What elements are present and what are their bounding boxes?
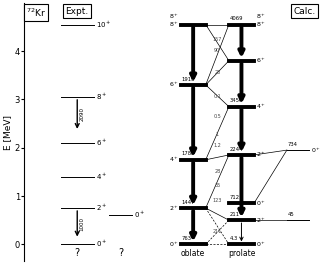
Text: 2$^+$: 2$^+$ — [256, 216, 266, 225]
Text: 1782: 1782 — [181, 151, 195, 156]
Text: 35: 35 — [214, 183, 220, 188]
Text: 763: 763 — [181, 236, 192, 241]
Text: 8$^+$: 8$^+$ — [169, 12, 179, 21]
Text: 123: 123 — [213, 198, 222, 203]
Text: 0$^+$: 0$^+$ — [311, 146, 321, 154]
Text: 6$^+$: 6$^+$ — [169, 81, 179, 89]
Text: 4$^+$: 4$^+$ — [256, 102, 266, 111]
Text: 734: 734 — [288, 142, 298, 147]
Text: 8$^+$: 8$^+$ — [95, 92, 107, 102]
Text: prolate: prolate — [228, 249, 255, 258]
Text: $^{72}$Kr: $^{72}$Kr — [26, 7, 46, 19]
Text: 4069: 4069 — [230, 16, 243, 21]
Text: 2244: 2244 — [230, 147, 243, 152]
Text: 0.5: 0.5 — [213, 114, 221, 119]
Text: 45: 45 — [288, 212, 295, 217]
Y-axis label: E [MeV]: E [MeV] — [3, 115, 12, 149]
Text: 8$^+$: 8$^+$ — [169, 20, 179, 29]
Text: 2$^+$: 2$^+$ — [169, 204, 179, 213]
Text: 8$^+$: 8$^+$ — [256, 12, 266, 21]
Text: 3456: 3456 — [230, 98, 243, 103]
Text: 1.2: 1.2 — [213, 143, 221, 148]
Text: 2090: 2090 — [80, 107, 85, 121]
Text: Calc.: Calc. — [293, 7, 316, 16]
Text: 20: 20 — [214, 70, 220, 75]
Text: ?: ? — [75, 248, 80, 258]
Text: 1918: 1918 — [181, 77, 195, 82]
Text: 2$^+$: 2$^+$ — [95, 203, 107, 213]
Text: 90: 90 — [214, 48, 220, 53]
Text: 4.3: 4.3 — [230, 236, 238, 241]
Text: 0.1: 0.1 — [213, 93, 221, 98]
Text: 28: 28 — [214, 169, 220, 174]
Text: oblate: oblate — [181, 249, 205, 258]
Text: 157: 157 — [213, 36, 222, 41]
Text: 0$^+$: 0$^+$ — [256, 240, 266, 249]
Text: 1000: 1000 — [80, 217, 85, 231]
Text: 1447: 1447 — [181, 200, 195, 205]
Text: 2$^+$: 2$^+$ — [256, 150, 266, 159]
Text: Expt.: Expt. — [66, 7, 89, 16]
Text: 211: 211 — [230, 212, 240, 217]
Text: 4$^+$: 4$^+$ — [169, 155, 179, 164]
Text: ?: ? — [118, 248, 123, 258]
Text: 6$^+$: 6$^+$ — [256, 56, 266, 65]
Text: 10$^+$: 10$^+$ — [95, 19, 111, 30]
Text: 6$^+$: 6$^+$ — [95, 138, 107, 148]
Text: 0$^+$: 0$^+$ — [169, 240, 179, 249]
Text: 4$^+$: 4$^+$ — [95, 172, 107, 182]
Text: 0$^+$: 0$^+$ — [95, 239, 107, 249]
Text: 0$^+$: 0$^+$ — [134, 210, 145, 220]
Text: 712: 712 — [230, 195, 240, 200]
Text: 1: 1 — [216, 132, 219, 137]
Text: 8$^+$: 8$^+$ — [256, 20, 266, 29]
Text: 0$^+$: 0$^+$ — [256, 199, 266, 208]
Text: 211: 211 — [213, 229, 222, 234]
